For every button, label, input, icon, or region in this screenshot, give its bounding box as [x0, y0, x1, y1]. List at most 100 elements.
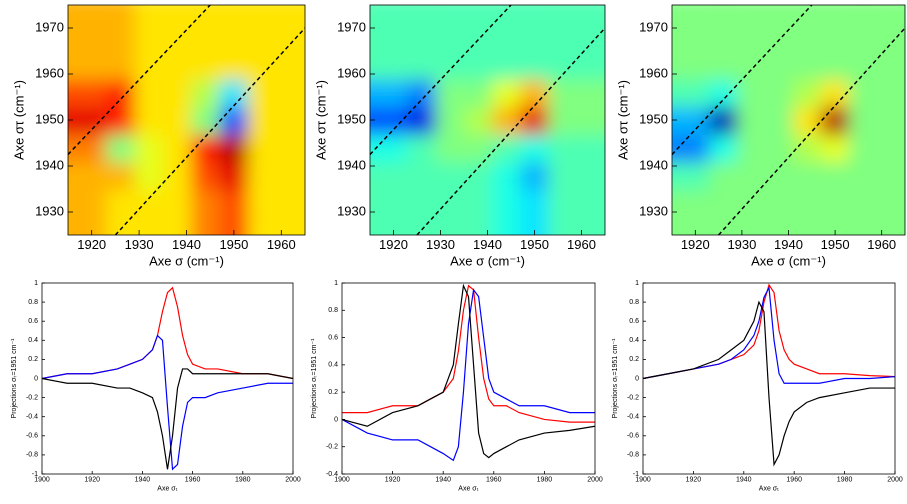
heat-cell	[793, 78, 823, 108]
x-tick-label: 1920	[385, 476, 401, 483]
heat-cell	[548, 133, 605, 163]
heat-cell	[162, 161, 193, 190]
x-tick-label: 1940	[135, 476, 151, 483]
heat-cell	[821, 106, 851, 135]
x-tick-label: 1960	[486, 476, 502, 483]
heat-cell	[407, 78, 437, 108]
y-tick-label: -0.2	[326, 444, 338, 451]
heat-cell	[492, 133, 522, 163]
series-line	[642, 283, 896, 380]
x-tick-label: 2000	[587, 476, 603, 483]
heat-cell	[248, 161, 305, 190]
heat-cell	[765, 161, 795, 190]
heat-cell	[248, 78, 305, 108]
y-tick-label: 0	[334, 416, 338, 423]
series-line	[41, 286, 294, 380]
heat-cell	[435, 133, 465, 163]
heat-cell	[219, 189, 250, 218]
heat-cell	[134, 133, 164, 163]
heat-cell	[464, 106, 494, 135]
heat-cell	[248, 189, 305, 218]
heat-cell	[548, 5, 605, 80]
y-tick-label: 1950	[639, 111, 668, 126]
heat-cell	[492, 5, 522, 80]
heat-cell	[219, 5, 250, 80]
heat-cells	[672, 5, 905, 235]
y-tick-label: 1960	[639, 65, 668, 80]
x-tick-label: 1960	[185, 476, 201, 483]
heat-cell	[191, 189, 221, 218]
y-tick-label: -0.2	[26, 394, 38, 401]
y-tick-label: 1940	[35, 157, 64, 172]
heat-cell	[821, 189, 851, 218]
x-tick-label: 1980	[837, 476, 853, 483]
heat-cell	[248, 133, 305, 163]
x-tick-label: 1950	[520, 237, 549, 252]
heat-cell	[709, 106, 739, 135]
y-axis-label: Axe στ (cm⁻¹)	[615, 80, 630, 160]
y-tick-label: 1940	[639, 157, 668, 172]
heat-cell	[407, 189, 437, 218]
x-tick-label: 1920	[379, 237, 408, 252]
y-axis-label: Projections σₜ=1951 cm⁻¹	[11, 338, 18, 419]
series-line	[341, 288, 595, 462]
y-tick-label: 1970	[639, 19, 668, 34]
heat-cell	[191, 133, 221, 163]
heat-cell	[548, 78, 605, 108]
y-tick-label: 0.8	[629, 299, 639, 306]
y-axis-label: Projections σₜ=1951 cm⁻¹	[612, 338, 619, 419]
x-axis-label: Axe σ (cm⁻¹)	[149, 254, 224, 269]
x-tick-label: 1930	[426, 237, 455, 252]
y-tick-label: 0.2	[629, 356, 639, 363]
heat-cell	[105, 5, 136, 80]
y-tick-label: 1940	[337, 157, 366, 172]
y-tick-label: 1	[34, 280, 38, 287]
x-tick-label: 1900	[334, 476, 350, 483]
heat-cell	[407, 106, 437, 135]
diagonal	[416, 27, 605, 235]
diagonal	[114, 27, 305, 235]
y-tick-label: 0.2	[28, 356, 38, 363]
x-tick-label: 1960	[267, 237, 296, 252]
heat-cell	[765, 78, 795, 108]
heat-cell	[709, 189, 739, 218]
heat-cell	[407, 161, 437, 190]
heat-cell	[464, 189, 494, 218]
heat-cell	[435, 78, 465, 108]
y-tick-label: 1930	[35, 203, 64, 218]
heat-cell	[248, 106, 305, 135]
heat-cell	[520, 106, 550, 135]
y-tick-label: 1960	[35, 65, 64, 80]
heat-cell	[105, 161, 136, 190]
y-tick-label: 1970	[337, 19, 366, 34]
heat-cell	[492, 78, 522, 108]
x-tick-label: 1940	[172, 237, 201, 252]
heat-cells	[68, 5, 305, 235]
y-tick-label: 0.6	[629, 318, 639, 325]
heat-cell	[464, 133, 494, 163]
y-tick-label: -0.8	[26, 452, 38, 459]
heat-cell	[492, 189, 522, 218]
y-tick-label: 1930	[337, 203, 366, 218]
y-axis-label: Axe στ (cm⁻¹)	[11, 80, 26, 160]
y-tick-label: 0.8	[328, 307, 338, 314]
heat-cell	[407, 5, 437, 80]
x-tick-label: 1980	[235, 476, 251, 483]
heat-cell	[520, 189, 550, 218]
y-tick-label: 0.2	[328, 389, 338, 396]
heat-cell	[793, 161, 823, 190]
x-tick-label: 1980	[537, 476, 553, 483]
series-line	[41, 334, 293, 471]
heat-cell	[520, 133, 550, 163]
x-tick-label: 1920	[686, 476, 702, 483]
heat-cell	[191, 78, 221, 108]
heat-cell	[849, 5, 905, 80]
heat-cell	[134, 161, 164, 190]
x-tick-label: 1940	[774, 237, 803, 252]
y-axis-label: Projections σₜ=1951 cm⁻¹	[311, 338, 318, 419]
y-tick-label: 0	[635, 375, 639, 382]
heat-cell	[435, 161, 465, 190]
heat-cell	[737, 78, 767, 108]
heat-cell	[821, 133, 851, 163]
